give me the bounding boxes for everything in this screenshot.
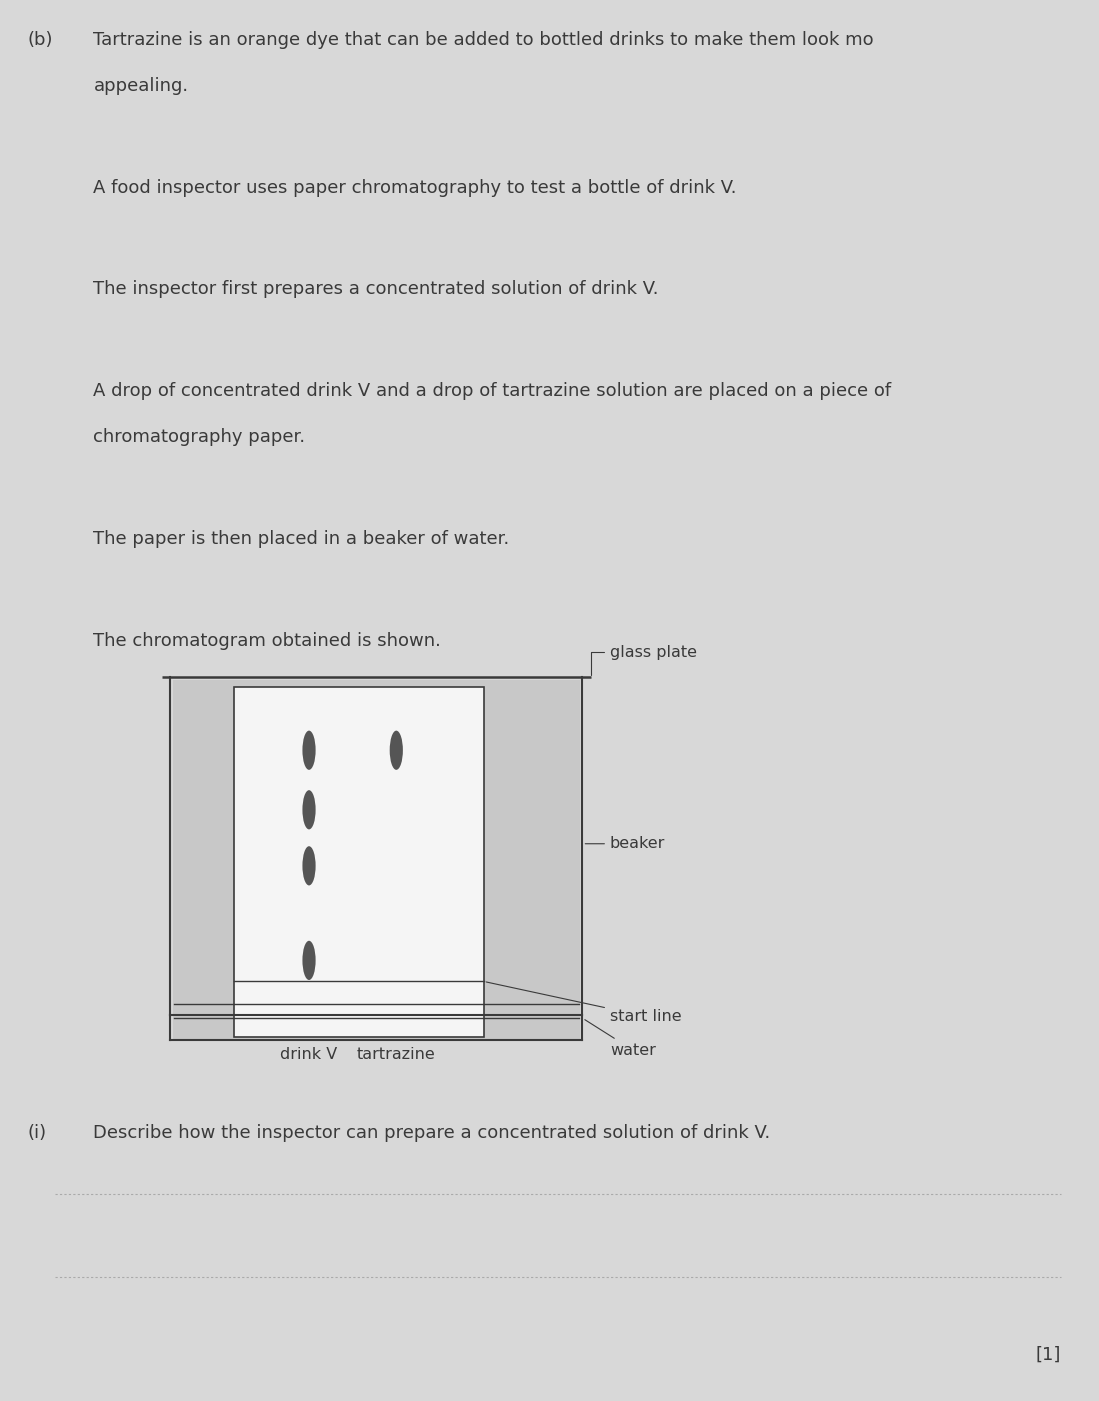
Text: The inspector first prepares a concentrated solution of drink V.: The inspector first prepares a concentra…	[93, 280, 659, 298]
Text: (b): (b)	[27, 31, 53, 49]
Text: The paper is then placed in a beaker of water.: The paper is then placed in a beaker of …	[93, 530, 510, 548]
Text: tartrazine: tartrazine	[357, 1048, 435, 1062]
Ellipse shape	[302, 941, 315, 981]
Text: chromatography paper.: chromatography paper.	[93, 429, 306, 447]
Text: Describe how the inspector can prepare a concentrated solution of drink V.: Describe how the inspector can prepare a…	[93, 1124, 770, 1142]
Text: [1]: [1]	[1035, 1346, 1061, 1365]
Text: appealing.: appealing.	[93, 77, 189, 95]
Ellipse shape	[302, 790, 315, 829]
Text: water: water	[585, 1020, 656, 1058]
Ellipse shape	[390, 731, 403, 771]
Bar	[234, 688, 484, 1037]
Text: Tartrazine is an orange dye that can be added to bottled drinks to make them loo: Tartrazine is an orange dye that can be …	[93, 31, 874, 49]
Text: A drop of concentrated drink V and a drop of tartrazine solution are placed on a: A drop of concentrated drink V and a dro…	[93, 382, 891, 401]
Bar	[173, 681, 580, 1040]
Text: The chromatogram obtained is shown.: The chromatogram obtained is shown.	[93, 632, 442, 650]
Ellipse shape	[302, 846, 315, 885]
Text: glass plate: glass plate	[591, 644, 697, 675]
Text: start line: start line	[486, 982, 681, 1024]
Ellipse shape	[302, 731, 315, 771]
Text: beaker: beaker	[586, 836, 665, 852]
Text: drink V: drink V	[280, 1048, 337, 1062]
Text: A food inspector uses paper chromatography to test a bottle of drink V.: A food inspector uses paper chromatograp…	[93, 179, 737, 196]
Text: (i): (i)	[27, 1124, 46, 1142]
